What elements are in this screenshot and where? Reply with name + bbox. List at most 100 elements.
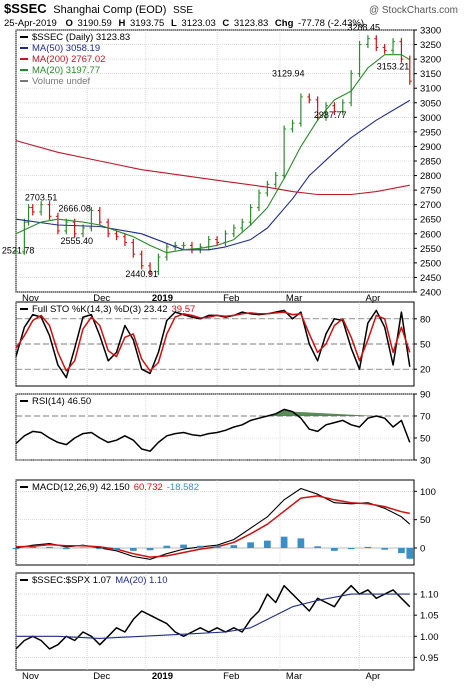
macd-histogram-bar (12, 548, 20, 550)
x-tick-label: Feb (223, 671, 239, 682)
macd-histogram-bar (297, 538, 305, 548)
price-annotation: 2440.91 (125, 269, 158, 279)
price-annotation: 2666.08 (58, 204, 91, 214)
price-annotation: 3129.94 (272, 69, 305, 79)
legend-entry: Volume undef (32, 76, 90, 87)
y-tick-label: 50 (420, 340, 431, 351)
chg-label: Chg (275, 18, 294, 29)
macd-frame (15, 479, 415, 566)
x-tick-label: Nov (22, 671, 39, 682)
x-tick-label: Dec (93, 671, 110, 682)
macd-histogram-bar (381, 548, 389, 550)
macd-histogram-bar (146, 548, 154, 551)
macd-histogram-bar (264, 540, 271, 548)
price-series-line (15, 99, 411, 251)
close-value: 3123.83 (234, 18, 268, 29)
high-label: H (118, 18, 125, 29)
macd-histogram-bar (364, 546, 372, 548)
y-tick-label: 2600 (420, 229, 441, 240)
legend-entry-value: 39.57 (172, 304, 196, 315)
ratio-series-line (16, 593, 410, 639)
y-tick-label: 30 (420, 456, 431, 467)
rsi-overbought-fill (267, 409, 377, 416)
macd-histogram-bar (163, 545, 171, 548)
price-annotation: 3288.45 (347, 22, 380, 32)
y-tick-label: 2500 (420, 258, 441, 269)
legend-entry: RSI(14) 46.50 (32, 396, 91, 407)
macd-histogram-bar (280, 536, 288, 548)
price-annotation: 2703.51 (25, 193, 58, 203)
macd-histogram-bar (347, 548, 355, 550)
price-series-line (15, 140, 410, 196)
quote-line: 25-Apr-2019 O 3190.59 H 3193.75 L 3123.0… (4, 18, 364, 29)
y-tick-label: 3100 (420, 84, 441, 95)
macd-histogram-bar (314, 546, 321, 548)
company-name: Shanghai Comp (EOD) (53, 4, 166, 16)
x-tick-label: Apr (366, 293, 381, 304)
macd-histogram-bar (129, 548, 137, 551)
legend-entry: $SSEC:$SPX 1.07 MA(20) 1.10 (32, 575, 168, 586)
y-tick-label: 50 (420, 434, 431, 445)
macd-histogram-bar (180, 544, 187, 548)
chg-value: -77.78 (-2.43%) (298, 18, 364, 29)
y-tick-label: 20 (420, 365, 431, 376)
macd-histogram-bar (79, 547, 87, 548)
macd-histogram-bar (62, 548, 70, 550)
legend-entry: MA(200) 2767.02 (32, 54, 105, 65)
chart-panels: 2400 2450 2500 2550 2600 2650 2700 2750 2800 2850… (2, 22, 441, 682)
chart-title: $SSEC Shanghai Comp (EOD) SSE (4, 1, 193, 16)
stochastic-series-line (15, 311, 411, 372)
price-annotation: 2987.77 (314, 110, 347, 120)
macd-histogram-bar (247, 542, 254, 548)
macd-histogram-bar (398, 548, 405, 554)
high-value: 3193.75 (130, 18, 164, 29)
y-tick-label: 1.10 (420, 590, 439, 601)
x-tick-label: Mar (286, 671, 302, 682)
y-tick-label: 3050 (420, 98, 441, 109)
macd-histogram-bar (331, 548, 338, 551)
legend-entry: Full STO %K(14,3) %D(3) 23.42 39.57 (32, 304, 195, 315)
price-annotation: 2555.40 (60, 236, 93, 246)
low-value: 3123.03 (181, 18, 215, 29)
x-tick-label: Nov (22, 293, 39, 304)
macd-histogram-bar (46, 546, 53, 548)
x-tick-label: Dec (93, 293, 110, 304)
legend-entry: $SSEC (Daily) 3123.83 (32, 32, 130, 43)
macd-histogram-bar (29, 546, 37, 548)
rsi-series-line (15, 408, 411, 452)
y-tick-label: 2550 (420, 244, 441, 255)
y-tick-label: 70 (420, 412, 431, 423)
macd-histogram-bar (213, 546, 221, 548)
price-panel: 2400 2450 2500 2550 2600 2650 2700 2750 2800 2850… (2, 22, 441, 298)
price-annotation: 2521.78 (2, 246, 35, 256)
quote-date: 25-Apr-2019 (4, 18, 57, 29)
y-tick-label: 90 (420, 390, 431, 401)
open-value: 3190.59 (77, 18, 111, 29)
macd-histogram-bar (96, 548, 104, 550)
macd-histogram-bar (406, 548, 414, 559)
stochastic-series-line (15, 309, 411, 379)
ratio-series-line (15, 584, 411, 650)
macd-histogram-bar (230, 545, 238, 548)
y-tick-label: 2650 (420, 215, 441, 226)
price-annotation: 3153.21 (377, 62, 410, 72)
y-tick-label: 3000 (420, 113, 441, 124)
macd-histogram-bar (113, 548, 120, 550)
y-tick-label: 3150 (420, 69, 441, 80)
x-tick-label: Feb (223, 293, 239, 304)
y-tick-label: 50 (420, 515, 431, 526)
y-tick-label: 1.05 (420, 611, 439, 622)
ratio-panel: 0.95 1.00 1.05 1.10 $SSEC:$SPX 1.07 MA(20) 1.… (15, 572, 439, 671)
y-tick-label: 100 (420, 487, 436, 498)
close-label: C (222, 18, 229, 29)
y-tick-label: 80 (420, 314, 431, 325)
rsi-frame (15, 393, 415, 461)
symbol: $SSEC (4, 1, 47, 16)
y-tick-label: 2800 (420, 171, 441, 182)
y-tick-label: 2850 (420, 157, 441, 168)
y-tick-label: 2750 (420, 186, 441, 197)
rsi-panel: 30 50 70 90 RSI(14) 46.50 (15, 390, 431, 467)
